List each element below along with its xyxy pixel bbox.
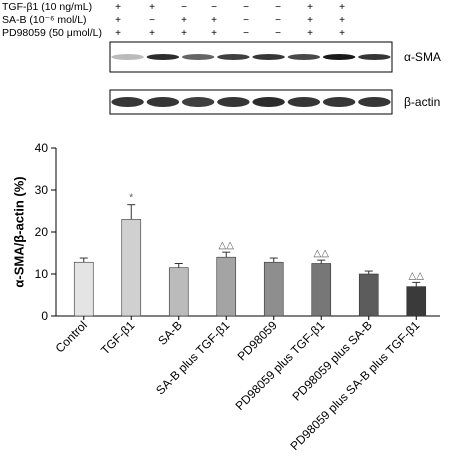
condition-sign: − [275, 28, 281, 39]
condition-sign: + [149, 28, 155, 39]
condition-sign: − [243, 28, 249, 39]
condition-sign: − [243, 2, 249, 13]
condition-sign: − [243, 15, 249, 26]
blot-band [181, 54, 215, 60]
condition-sign: − [149, 15, 155, 26]
blot-label: α-SMA [404, 50, 441, 64]
bar [263, 261, 284, 317]
condition-sign: + [115, 28, 121, 39]
blot-1: β-actin [109, 89, 440, 115]
bar [168, 267, 189, 317]
condition-sign: + [115, 2, 121, 13]
x-tick-label: PD98059 plus SA-B [289, 318, 374, 403]
y-tick-label: 10 [35, 267, 49, 281]
condition-sign: − [181, 2, 187, 13]
blot-band [146, 97, 180, 107]
blot-0: α-SMA [109, 41, 441, 73]
condition-sign: + [339, 15, 345, 26]
condition-label: PD98059 (50 μmol/L) [2, 27, 102, 39]
condition-sign: + [115, 15, 121, 26]
bars: * △△ △△ △△ [73, 193, 427, 317]
x-tick-label: TGF-β1 [98, 318, 138, 358]
condition-sign: + [307, 2, 313, 13]
y-ticks: 0 10 20 30 40 [35, 141, 56, 323]
condition-sign: + [211, 15, 217, 26]
condition-sign: + [181, 15, 187, 26]
western-blot-panel: α-SMA β-actin [109, 41, 441, 115]
blot-band [287, 54, 321, 60]
blot-band [358, 97, 391, 107]
condition-label: TGF-β1 (10 ng/mL) [2, 1, 92, 13]
bar [311, 263, 332, 317]
blot-band [287, 97, 321, 107]
y-tick-label: 20 [35, 225, 49, 239]
condition-sign: − [275, 2, 281, 13]
significance-mark: △△ [409, 270, 425, 281]
condition-sign: + [149, 2, 155, 13]
blot-band [252, 54, 285, 60]
blot-band [322, 54, 356, 60]
condition-sign: + [339, 28, 345, 39]
significance-mark: △△ [219, 240, 235, 251]
condition-sign: + [339, 2, 345, 13]
condition-sign: − [211, 2, 217, 13]
x-tick-label: PD98059 plus TGF-β1 [233, 318, 328, 413]
x-tick-label: PD98059 [235, 318, 281, 364]
blot-band [111, 54, 144, 60]
y-axis-label: α-SMA/β-actin (%) [11, 176, 26, 287]
blot-band [111, 97, 144, 107]
bar [358, 273, 379, 317]
condition-label: SA-B (10⁻⁶ mol/L) [2, 14, 87, 26]
bar-chart: α-SMA/β-actin (%) 0 10 20 30 40 * △△ △△ △△ Cont… [11, 141, 440, 453]
blot-band [181, 97, 215, 107]
blot-band [146, 54, 180, 60]
blot-band [322, 97, 356, 107]
condition-sign: + [211, 28, 217, 39]
y-tick-label: 40 [35, 141, 49, 155]
blot-band [252, 97, 285, 107]
y-tick-label: 0 [41, 309, 48, 323]
blot-band [217, 54, 250, 60]
bar [73, 261, 94, 317]
blot-label: β-actin [404, 95, 440, 109]
significance-mark: * [129, 193, 133, 204]
blot-band [358, 54, 391, 60]
bar [216, 256, 237, 317]
condition-sign: − [275, 15, 281, 26]
condition-sign: + [307, 15, 313, 26]
x-tick-label: SA-B [155, 318, 185, 348]
bar [406, 286, 427, 317]
condition-sign: + [181, 28, 187, 39]
blot-band [217, 97, 250, 107]
bar [121, 219, 142, 317]
y-tick-label: 30 [35, 183, 49, 197]
significance-mark: △△ [314, 248, 330, 259]
x-tick-labels: Control TGF-β1 SA-BSA-B plus TGF-β1 PD98059… [53, 316, 423, 453]
condition-table: TGF-β1 (10 ng/mL) + + − − − − + + SA-B (10⁻⁶ mol/… [2, 1, 345, 39]
condition-sign: + [307, 28, 313, 39]
x-tick-label: Control [53, 318, 90, 355]
